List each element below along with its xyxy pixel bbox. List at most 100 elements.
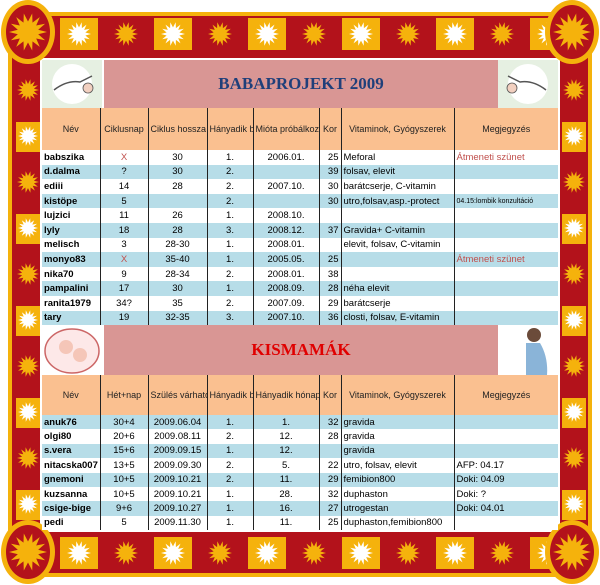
table-cell: closti, folsav, E-vitamin: [340, 310, 454, 326]
table-cell: folsav, elevit: [340, 164, 454, 180]
column-header: Kor: [318, 375, 341, 415]
table-cell: 30: [318, 179, 341, 194]
sun-icon: [563, 79, 585, 101]
sun-icon: [9, 533, 47, 571]
table-cell: ?: [99, 164, 148, 180]
table-cell: 36: [318, 310, 341, 326]
table-cell: 2.: [206, 179, 253, 194]
table-cell: 1.: [206, 415, 253, 430]
table-cell: [453, 415, 558, 430]
sun-icon: [17, 171, 39, 193]
column-header: Szülés várható ideje: [147, 375, 207, 415]
table-row: csige-bige 9+6 2009.10.27 1. 16. 27 utrogestan…: [42, 501, 558, 516]
table-cell: [453, 429, 558, 444]
table-cell: 1.: [206, 501, 253, 516]
sun-icon: [302, 22, 326, 46]
table-cell: elevit, folsav, C-vitamin: [340, 237, 454, 253]
sun-icon: [564, 218, 584, 238]
table-cell: 28-34: [147, 266, 207, 282]
sun-icon: [9, 13, 47, 51]
table-cell: 38: [318, 266, 341, 282]
column-header: Megjegyzés: [453, 375, 558, 415]
table-row: babszika X 30 1. 2006.01. 25 Meforal Átmeneti s…: [42, 150, 558, 165]
table-cell: 12.: [252, 429, 319, 444]
sun-icon: [114, 541, 138, 565]
table-row: d.dalma? 30 2. 39 folsav, elevit: [42, 164, 558, 180]
sun-icon: [18, 494, 38, 514]
table-cell: [340, 266, 454, 282]
table-cell: 17: [99, 281, 148, 296]
table-cell: [340, 252, 454, 267]
table-cell: [453, 222, 558, 238]
table-cell: monyo83: [42, 252, 100, 267]
table-cell: 2007.10.: [252, 179, 319, 194]
table-cell: duphaston,femibion800: [340, 515, 454, 531]
sun-icon: [18, 402, 38, 422]
table-cell: 2009.10.27: [147, 501, 207, 516]
sun-icon: [17, 79, 39, 101]
table-cell: 1.: [206, 443, 253, 459]
table-cell: 26: [147, 208, 207, 223]
table-row: lyly 18 28 3. 2008.12. 37 Gravida+ C-vitamin: [42, 222, 558, 238]
table-cell: 1.: [206, 150, 253, 165]
table-cell: pampalini: [42, 281, 100, 296]
table-cell: 2.: [206, 295, 253, 311]
table-row: melisch 3 28-30 1. 2008.01. elevit, folsav, C…: [42, 237, 558, 253]
table-cell: 2009.10.21: [147, 486, 207, 502]
table-cell: 25: [318, 515, 341, 531]
column-header: Ciklus hossza: [147, 108, 207, 150]
table-cell: 2009.09.30: [147, 458, 207, 473]
sun-icon: [443, 22, 467, 46]
column-header: Ciklusnap: [99, 108, 148, 150]
table-cell: 32: [318, 415, 341, 430]
table-cell: Gravida+ C-vitamin: [340, 222, 454, 238]
table-cell: Átmeneti szünet: [453, 150, 558, 165]
table-cell: ediii: [42, 179, 100, 194]
table-cell: d.dalma: [42, 164, 100, 180]
table-row: anuk76 30+4 2009.06.04 1. 1. 32 gravida: [42, 415, 558, 430]
sun-icon: [564, 402, 584, 422]
table-cell: 29: [318, 472, 341, 487]
sun-icon: [18, 218, 38, 238]
table-cell: gravida: [340, 429, 454, 444]
sun-icon: [563, 447, 585, 469]
table-row: olgi80 20+6 2009.08.11 2. 12. 28 gravida: [42, 429, 558, 444]
sun-icon: [396, 22, 420, 46]
sun-icon: [17, 263, 39, 285]
table-cell: lyly: [42, 222, 100, 238]
table-cell: 13+5: [99, 458, 148, 473]
table-row: pampalini 17 30 1. 2008.09. 28 néha elevit: [42, 281, 558, 296]
table-cell: 2.: [206, 164, 253, 180]
sun-icon: [490, 541, 514, 565]
table-cell: 2009.08.11: [147, 429, 207, 444]
table-cell: 2007.09.: [252, 295, 319, 311]
sun-icon: [564, 310, 584, 330]
table-cell: [453, 266, 558, 282]
table-cell: 28.: [252, 486, 319, 502]
table-cell: 1.: [206, 208, 253, 223]
table-cell: [453, 208, 558, 223]
table-cell: 35: [147, 295, 207, 311]
table-cell: 2.: [206, 458, 253, 473]
table-cell: [252, 193, 319, 209]
table-cell: 2007.10.: [252, 310, 319, 326]
sun-icon: [255, 22, 279, 46]
table-cell: Doki: 04.01: [453, 501, 558, 516]
table-cell: 2.: [206, 429, 253, 444]
table-cell: [453, 281, 558, 296]
table-cell: 1.: [206, 486, 253, 502]
table-cell: 27: [318, 501, 341, 516]
sun-icon: [553, 13, 591, 51]
table-cell: 19: [99, 310, 148, 326]
table-cell: barátcserje: [340, 295, 454, 311]
table-cell: 34?: [99, 295, 148, 311]
table-cell: 29: [318, 295, 341, 311]
sun-icon: [564, 126, 584, 146]
table-cell: 1.: [206, 281, 253, 296]
table-cell: 28-30: [147, 237, 207, 253]
sun-icon: [208, 541, 232, 565]
table-cell: anuk76: [42, 415, 100, 430]
table-cell: 30: [147, 281, 207, 296]
table-cell: s.vera: [42, 443, 100, 459]
table-cell: 2009.06.04: [147, 415, 207, 430]
